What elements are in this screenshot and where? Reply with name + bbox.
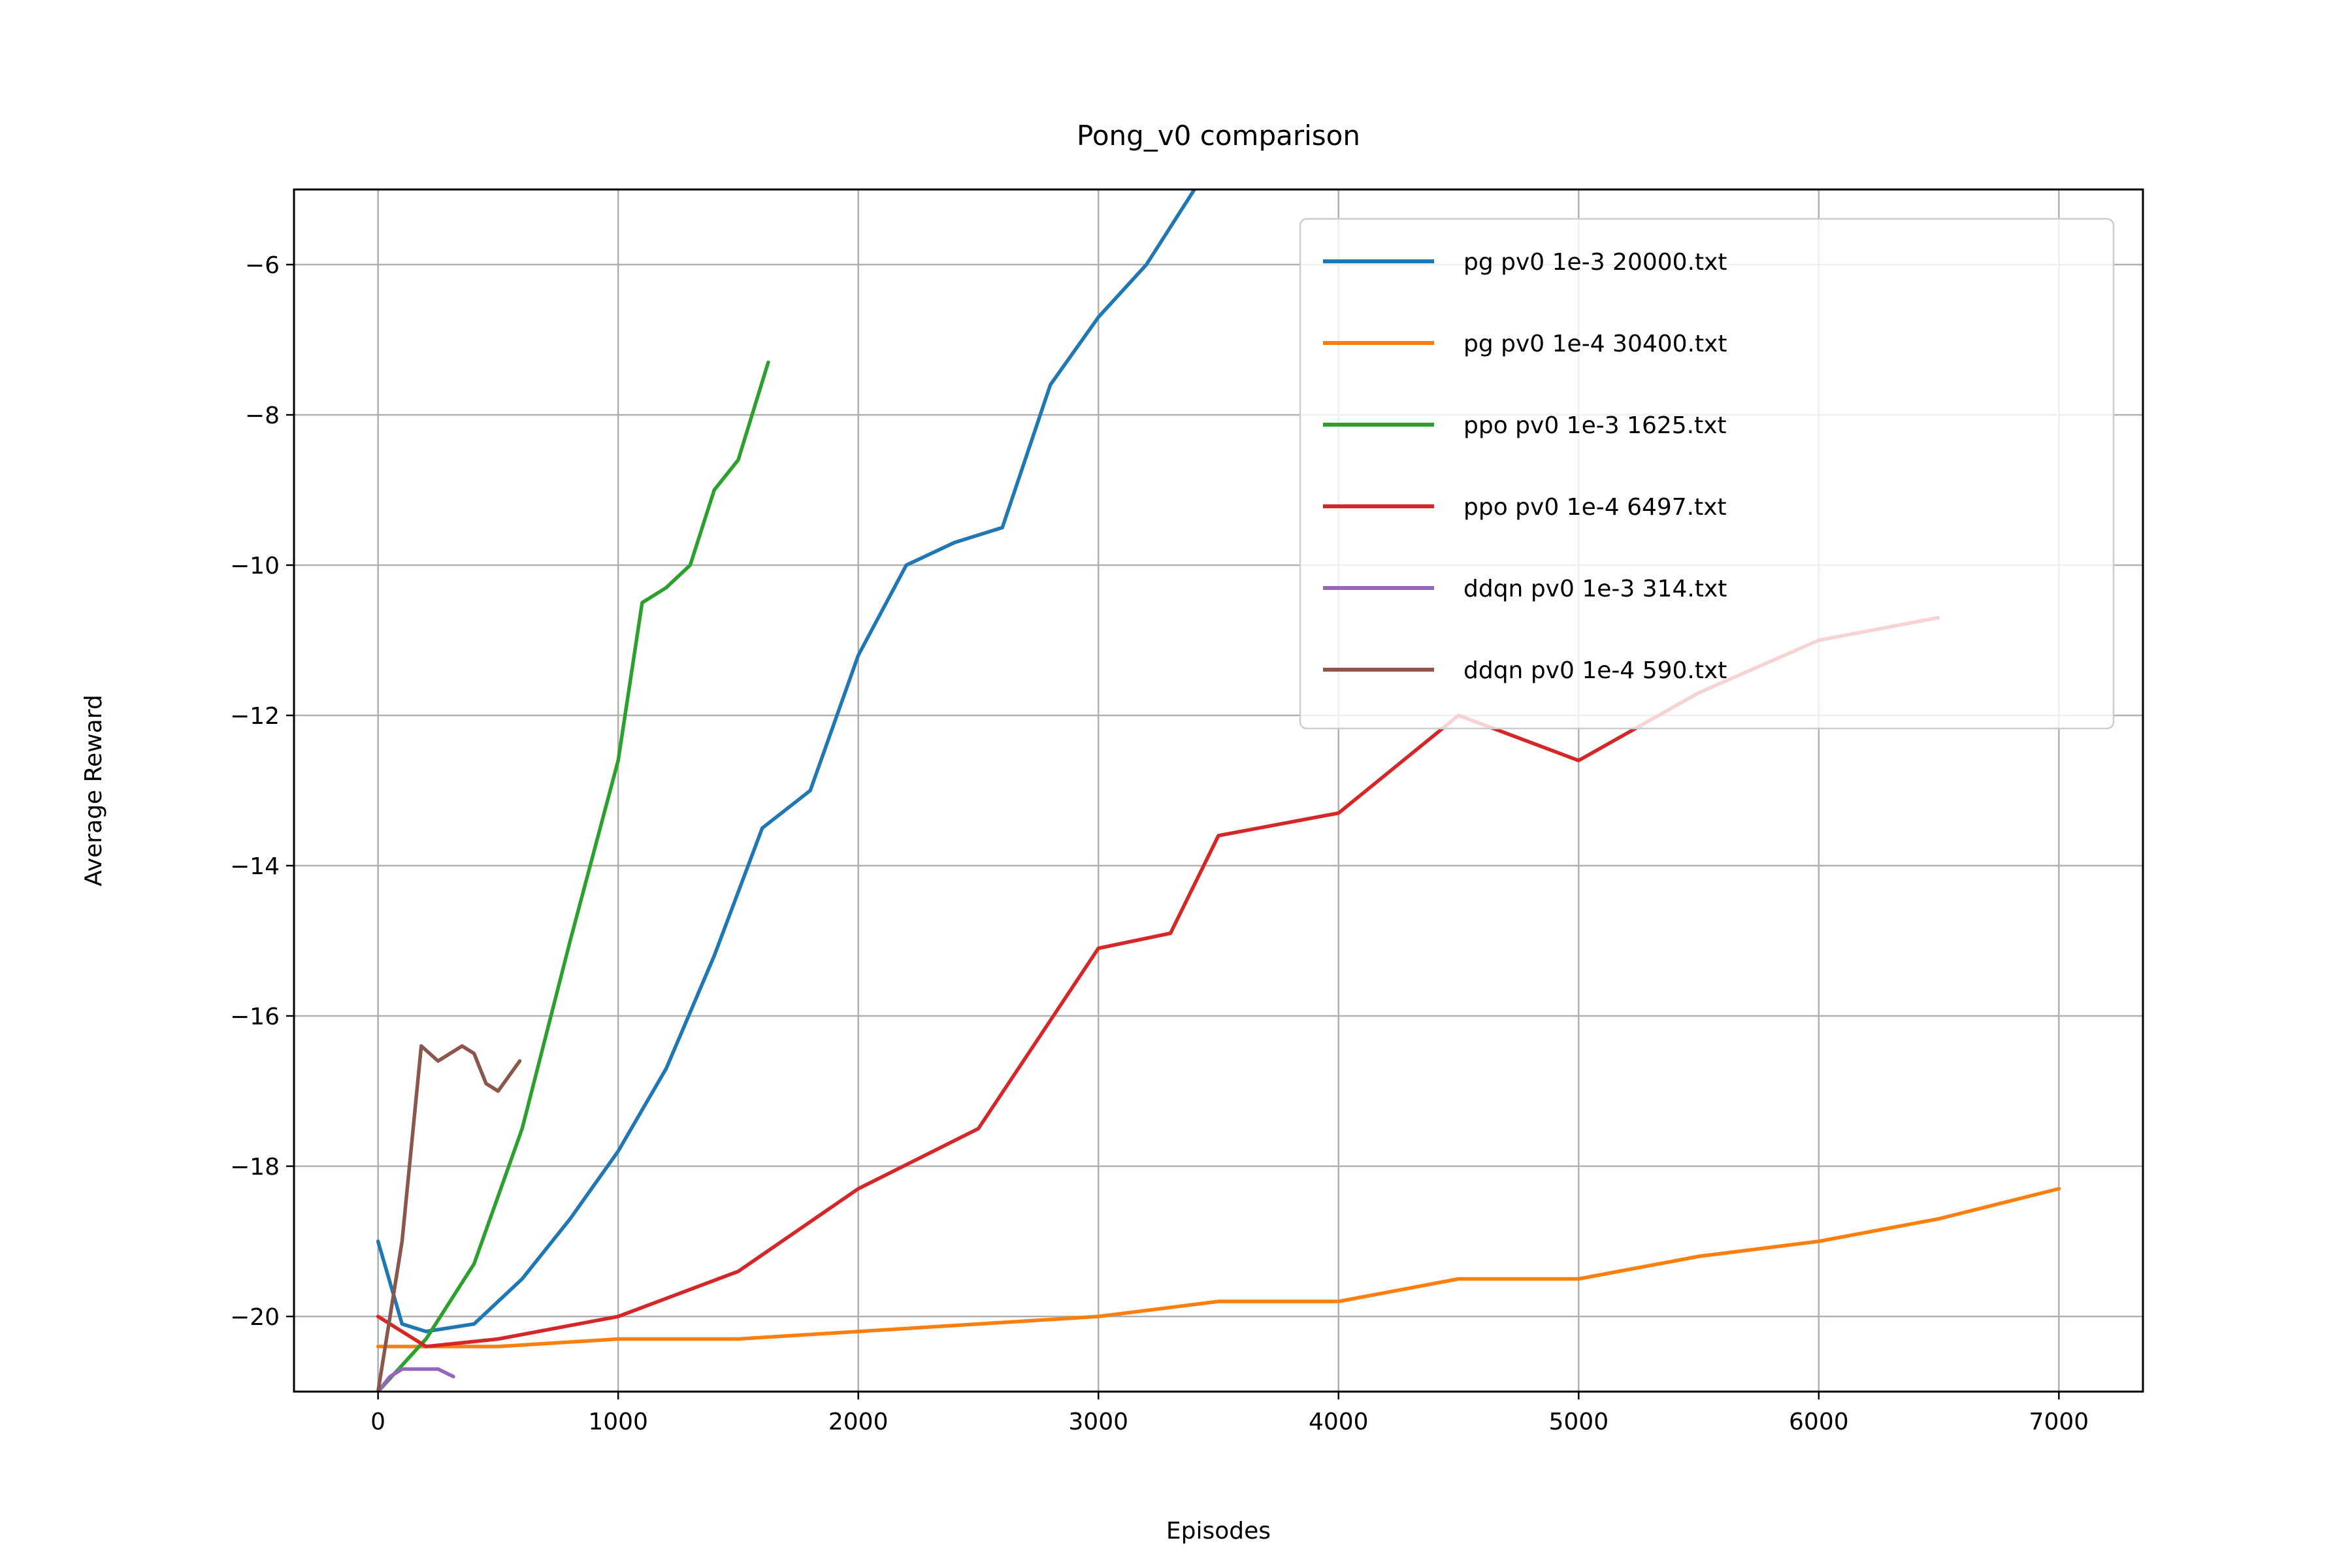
legend-box	[1299, 218, 2115, 730]
plot-frame	[293, 188, 2144, 1393]
y-tick-label: −16	[230, 1004, 280, 1030]
legend-label-0: pg pv0 1e-3 20000.txt	[1463, 249, 1727, 276]
x-tick-label: 4000	[1309, 1409, 1369, 1435]
y-tick-label: −18	[230, 1154, 280, 1181]
y-tick-label: −6	[245, 252, 280, 279]
y-axis-title: Average Reward	[80, 694, 107, 886]
x-tick-label: 6000	[1789, 1409, 1849, 1435]
x-tick-label: 0	[370, 1409, 385, 1435]
legend-label-1: pg pv0 1e-4 30400.txt	[1463, 331, 1727, 357]
legend-label-5: ddqn pv0 1e-4 590.txt	[1463, 657, 1727, 684]
series-line-4	[376, 1367, 455, 1392]
x-tick-label: 3000	[1068, 1409, 1128, 1435]
series-line-5	[376, 1044, 522, 1392]
y-tick-label: −12	[230, 703, 280, 730]
legend-label-3: ppo pv0 1e-4 6497.txt	[1463, 494, 1727, 521]
x-tick-label: 1000	[588, 1409, 648, 1435]
series-line-1	[376, 1186, 2061, 1348]
legend-label-2: ppo pv0 1e-3 1625.txt	[1463, 412, 1727, 439]
ticks: 0 1000 2000 3000 4000 5000 6000 7000 −20 −18 −16 −1…	[230, 252, 2089, 1435]
y-tick-label: −10	[230, 553, 280, 580]
x-tick-label: 5000	[1548, 1409, 1609, 1435]
legend: pg pv0 1e-3 20000.txt pg pv0 1e-4 30400.t…	[1299, 218, 2115, 730]
x-tick-label: 2000	[828, 1409, 889, 1435]
x-tick-label: 7000	[2029, 1409, 2089, 1435]
series-line-0	[376, 189, 1196, 1333]
series-line-2	[376, 360, 770, 1392]
chart-title: Pong_v0 comparison	[1077, 120, 1360, 152]
legend-label-4: ddqn pv0 1e-3 314.txt	[1463, 576, 1727, 602]
x-axis-title: Episodes	[1166, 1518, 1271, 1544]
y-tick-label: −8	[245, 402, 280, 429]
y-tick-label: −20	[230, 1304, 280, 1331]
y-tick-label: −14	[230, 853, 280, 880]
